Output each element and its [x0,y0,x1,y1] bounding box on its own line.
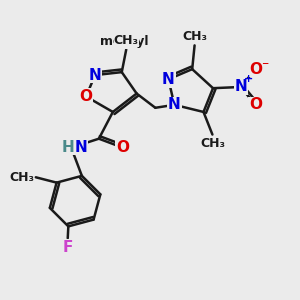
Text: CH₃: CH₃ [200,137,225,150]
Text: ⁻: ⁻ [261,59,268,73]
Text: O: O [116,140,129,155]
Text: F: F [62,240,73,255]
Text: CH₃: CH₃ [114,34,139,46]
Text: N: N [162,72,175,87]
Text: N: N [168,97,181,112]
Text: O: O [249,62,262,77]
Text: H: H [62,140,75,155]
Text: O: O [80,89,93,104]
Text: O: O [249,97,262,112]
Text: CH₃: CH₃ [182,30,207,43]
Text: N: N [234,80,247,94]
Text: methyl: methyl [100,35,149,48]
Text: N: N [75,140,88,155]
Text: CH₃: CH₃ [9,171,34,184]
Text: +: + [244,74,253,84]
Text: N: N [88,68,101,82]
